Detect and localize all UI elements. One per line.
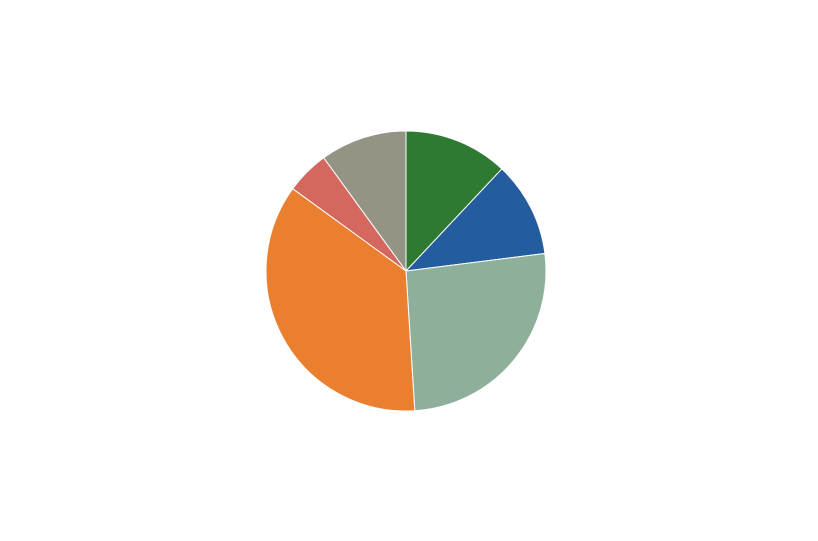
pie-slice [405,252,547,412]
pie-slice [265,188,416,412]
pie-slice [404,168,546,272]
pie-slice [323,130,407,273]
pie-slice [405,130,503,273]
